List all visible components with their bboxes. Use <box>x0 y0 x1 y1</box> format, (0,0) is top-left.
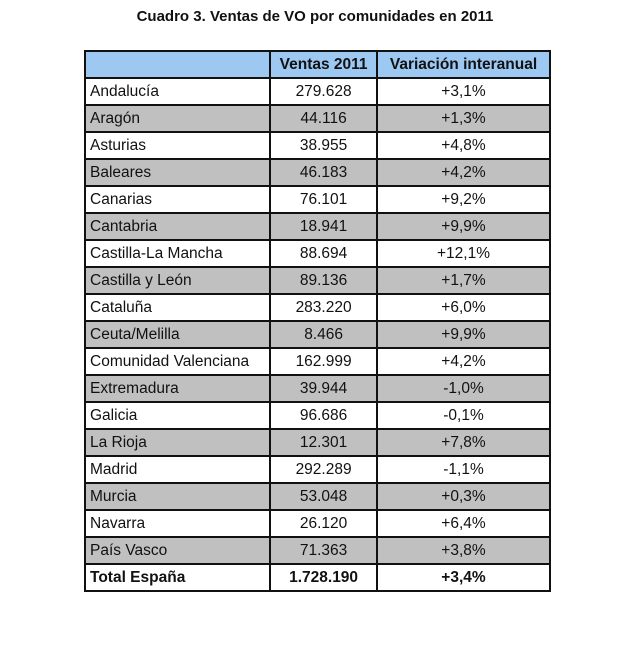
header-ventas: Ventas 2011 <box>269 50 378 79</box>
region-cell: Asturias <box>83 131 272 160</box>
ventas-cell: 89.136 <box>269 266 378 295</box>
table-row: Aragón 44.116 +1,3% <box>83 104 551 133</box>
table-row: La Rioja 12.301 +7,8% <box>83 428 551 457</box>
table-row: Asturias 38.955 +4,8% <box>83 131 551 160</box>
sales-table: Ventas 2011 Variación interanual Andaluc… <box>83 50 551 592</box>
table-row: Murcia 53.048 +0,3% <box>83 482 551 511</box>
table-row: Castilla y León 89.136 +1,7% <box>83 266 551 295</box>
region-cell: Castilla-La Mancha <box>83 239 272 268</box>
region-cell: Baleares <box>83 158 272 187</box>
variacion-cell: +4,8% <box>376 131 551 160</box>
table-row: Baleares 46.183 +4,2% <box>83 158 551 187</box>
ventas-cell: 71.363 <box>269 536 378 565</box>
variacion-cell: +7,8% <box>376 428 551 457</box>
header-variacion: Variación interanual <box>376 50 551 79</box>
variacion-cell: +3,4% <box>376 563 551 592</box>
ventas-cell: 279.628 <box>269 77 378 106</box>
ventas-cell: 18.941 <box>269 212 378 241</box>
variacion-cell: +3,8% <box>376 536 551 565</box>
variacion-cell: +4,2% <box>376 347 551 376</box>
variacion-cell: +0,3% <box>376 482 551 511</box>
ventas-cell: 38.955 <box>269 131 378 160</box>
region-cell: Madrid <box>83 455 272 484</box>
table-row: Ceuta/Melilla 8.466 +9,9% <box>83 320 551 349</box>
variacion-cell: -0,1% <box>376 401 551 430</box>
variacion-cell: +9,2% <box>376 185 551 214</box>
variacion-cell: +4,2% <box>376 158 551 187</box>
table-row: Cantabria 18.941 +9,9% <box>83 212 551 241</box>
table-row: Galicia 96.686 -0,1% <box>83 401 551 430</box>
variacion-cell: +12,1% <box>376 239 551 268</box>
table-row: País Vasco 71.363 +3,8% <box>83 536 551 565</box>
variacion-cell: +9,9% <box>376 212 551 241</box>
region-cell: Aragón <box>83 104 272 133</box>
ventas-cell: 76.101 <box>269 185 378 214</box>
region-cell: Andalucía <box>83 77 272 106</box>
region-cell: Galicia <box>83 401 272 430</box>
ventas-cell: 53.048 <box>269 482 378 511</box>
ventas-cell: 1.728.190 <box>269 563 378 592</box>
table-row: Comunidad Valenciana 162.999 +4,2% <box>83 347 551 376</box>
variacion-cell: +6,0% <box>376 293 551 322</box>
region-cell: Navarra <box>83 509 272 538</box>
region-cell: Total España <box>83 563 272 592</box>
region-cell: Extremadura <box>83 374 272 403</box>
region-cell: Comunidad Valenciana <box>83 347 272 376</box>
ventas-cell: 292.289 <box>269 455 378 484</box>
table-row: Andalucía 279.628 +3,1% <box>83 77 551 106</box>
region-cell: Ceuta/Melilla <box>83 320 272 349</box>
ventas-cell: 88.694 <box>269 239 378 268</box>
table-row: Navarra 26.120 +6,4% <box>83 509 551 538</box>
variacion-cell: -1,1% <box>376 455 551 484</box>
table-row: Cataluña 283.220 +6,0% <box>83 293 551 322</box>
ventas-cell: 12.301 <box>269 428 378 457</box>
ventas-cell: 39.944 <box>269 374 378 403</box>
variacion-cell: +3,1% <box>376 77 551 106</box>
region-cell: Cantabria <box>83 212 272 241</box>
ventas-cell: 8.466 <box>269 320 378 349</box>
table-title: Cuadro 3. Ventas de VO por comunidades e… <box>136 8 494 25</box>
ventas-cell: 44.116 <box>269 104 378 133</box>
table-row: Canarias 76.101 +9,2% <box>83 185 551 214</box>
variacion-cell: +6,4% <box>376 509 551 538</box>
region-cell: Canarias <box>83 185 272 214</box>
ventas-cell: 96.686 <box>269 401 378 430</box>
ventas-cell: 46.183 <box>269 158 378 187</box>
variacion-cell: -1,0% <box>376 374 551 403</box>
header-region <box>83 50 272 79</box>
variacion-cell: +1,3% <box>376 104 551 133</box>
region-cell: Murcia <box>83 482 272 511</box>
header-row: Ventas 2011 Variación interanual <box>83 50 551 79</box>
variacion-cell: +9,9% <box>376 320 551 349</box>
table-row: Castilla-La Mancha 88.694 +12,1% <box>83 239 551 268</box>
region-cell: La Rioja <box>83 428 272 457</box>
ventas-cell: 26.120 <box>269 509 378 538</box>
region-cell: Castilla y León <box>83 266 272 295</box>
region-cell: País Vasco <box>83 536 272 565</box>
total-row: Total España 1.728.190 +3,4% <box>83 563 551 592</box>
variacion-cell: +1,7% <box>376 266 551 295</box>
table-row: Extremadura 39.944 -1,0% <box>83 374 551 403</box>
table-row: Madrid 292.289 -1,1% <box>83 455 551 484</box>
ventas-cell: 162.999 <box>269 347 378 376</box>
region-cell: Cataluña <box>83 293 272 322</box>
ventas-cell: 283.220 <box>269 293 378 322</box>
